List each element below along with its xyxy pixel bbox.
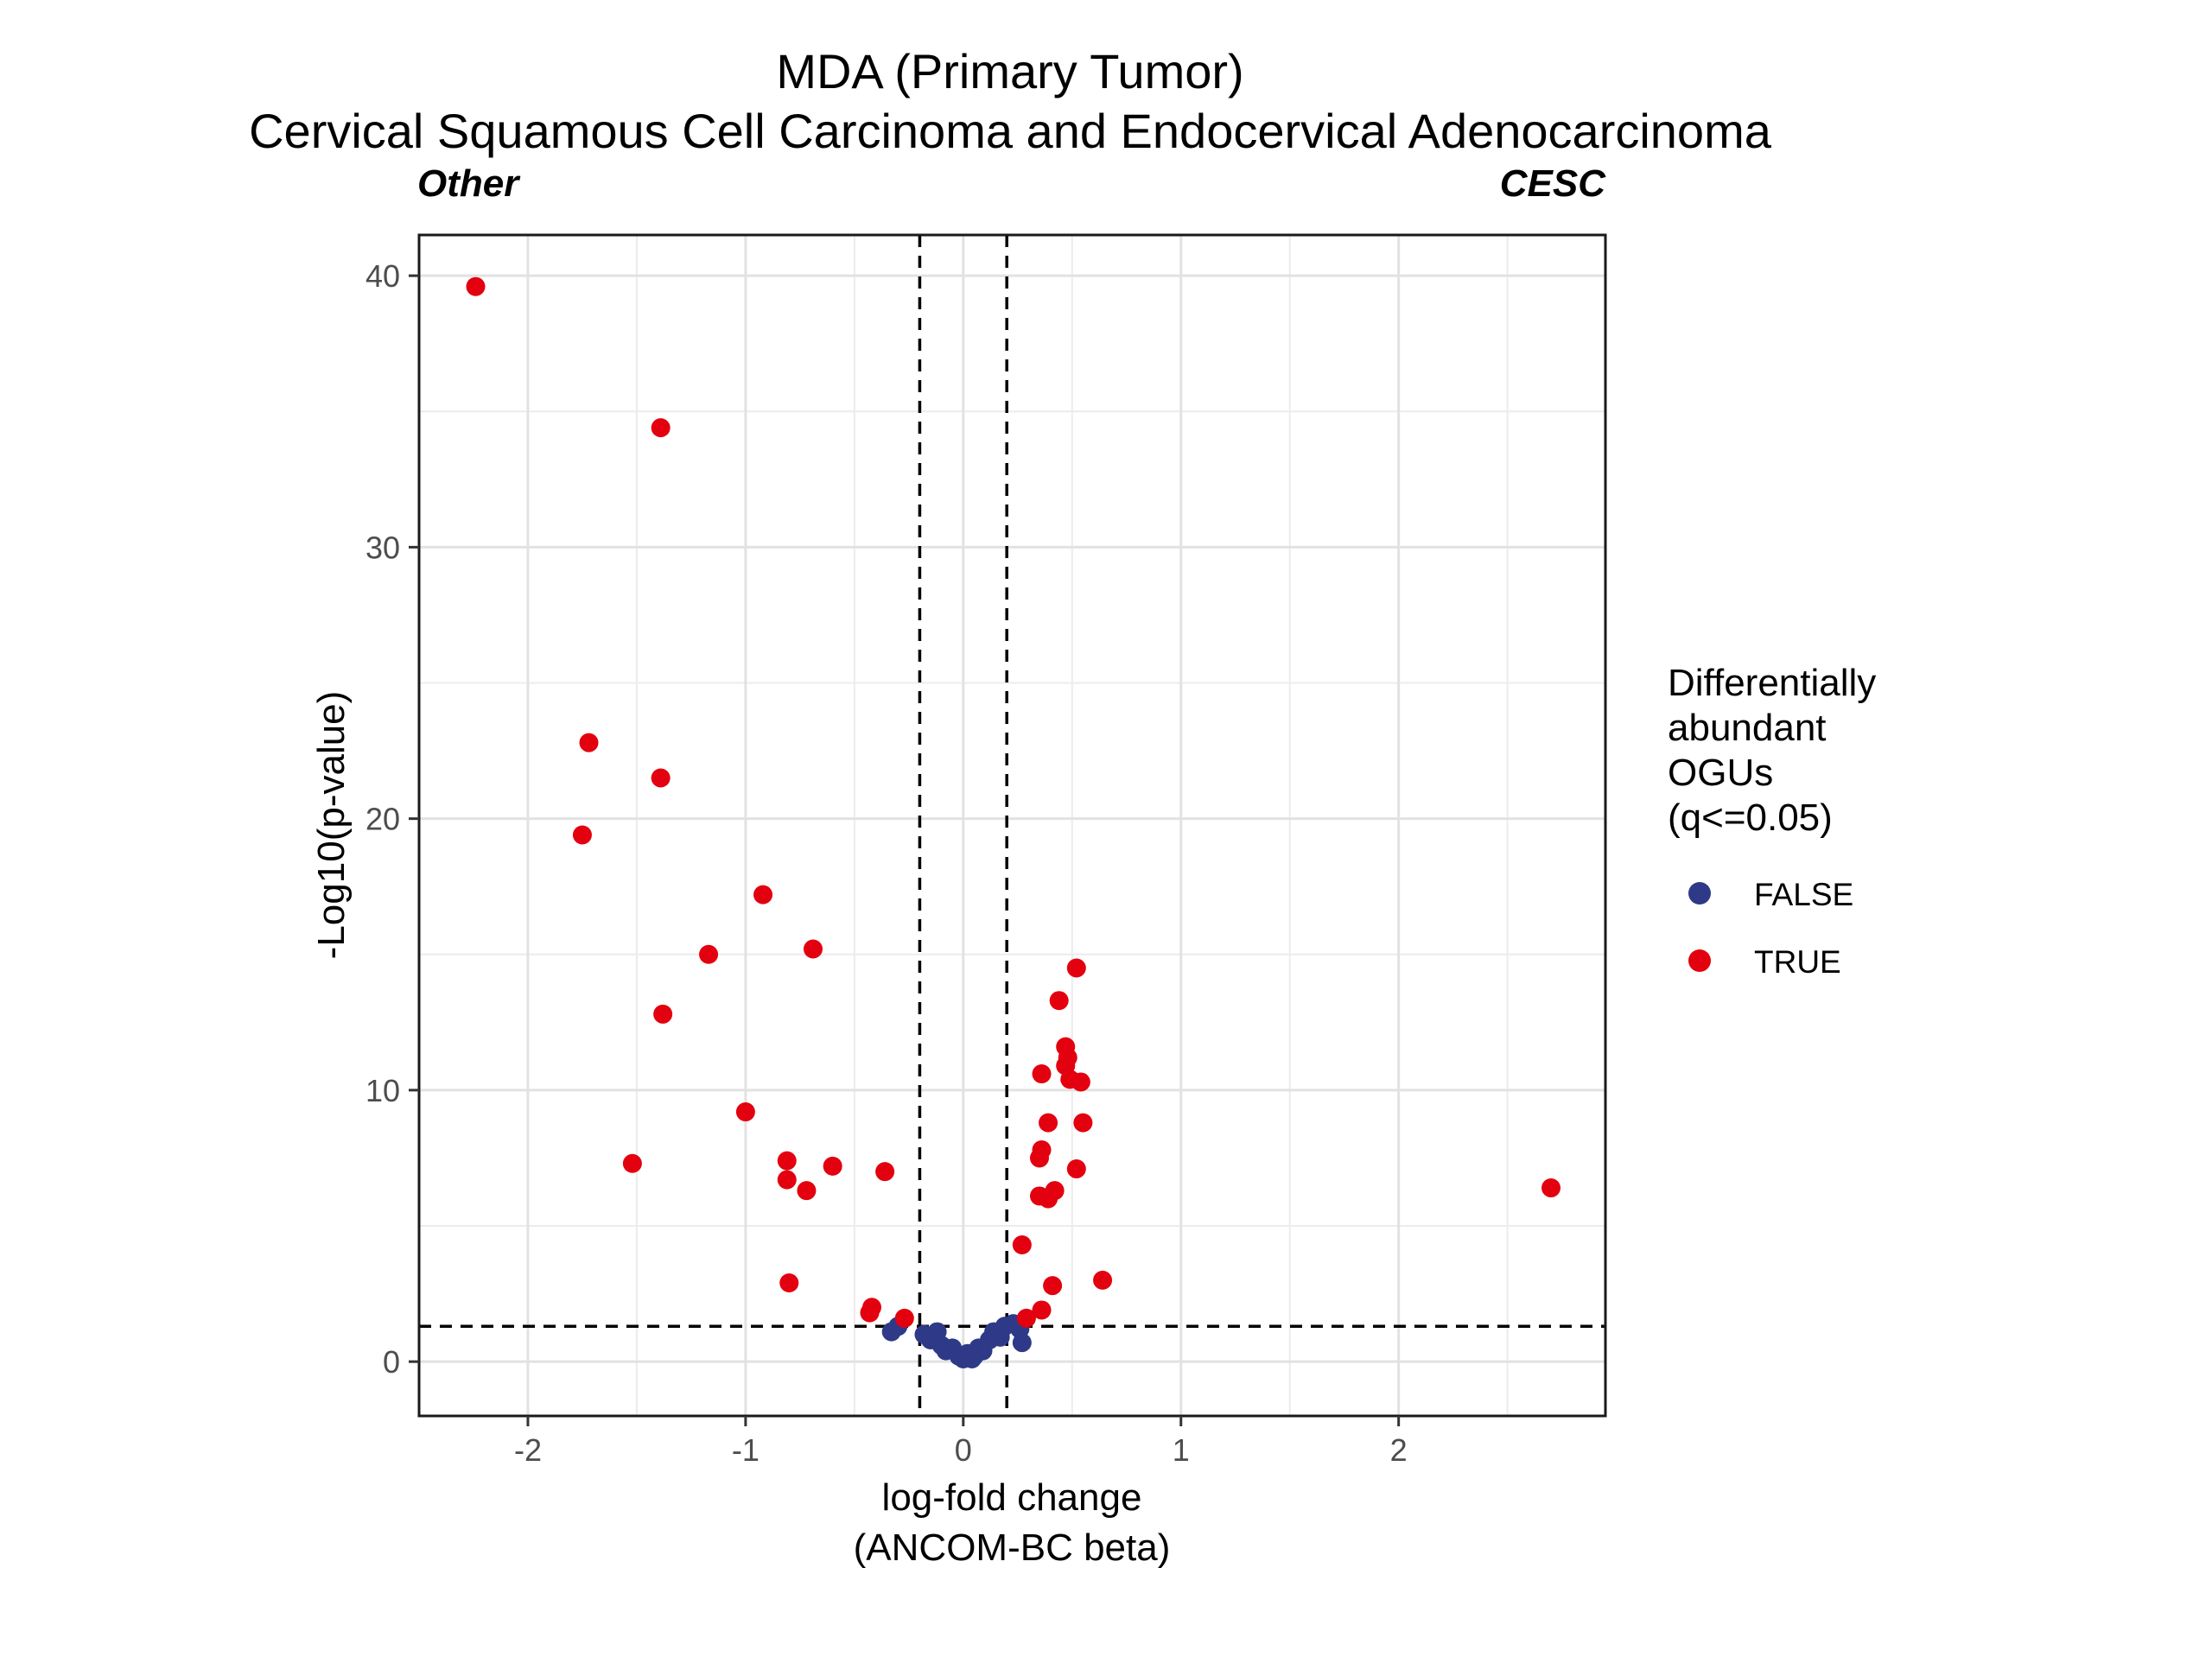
data-point-true xyxy=(579,733,599,752)
data-point-false xyxy=(962,1349,982,1369)
data-point-true xyxy=(1073,1113,1093,1133)
legend-title-line-2: abundant xyxy=(1668,707,1827,749)
data-point-true xyxy=(651,418,671,438)
y-tick-label: 10 xyxy=(365,1073,400,1108)
data-point-true xyxy=(1071,1072,1090,1092)
x-tick-label: 1 xyxy=(1173,1432,1190,1468)
data-point-true xyxy=(823,1156,842,1176)
data-point-true xyxy=(699,944,719,964)
chart-title: MDA (Primary Tumor) xyxy=(776,44,1243,98)
data-point-true xyxy=(1066,958,1086,978)
data-point-true xyxy=(653,1004,673,1024)
data-point-true xyxy=(779,1273,799,1293)
data-point-true xyxy=(1029,1148,1049,1168)
data-point-true xyxy=(1012,1235,1032,1255)
data-point-true xyxy=(735,1102,755,1122)
data-point-true xyxy=(622,1153,642,1173)
data-point-true xyxy=(860,1303,880,1323)
x-tick-label: -1 xyxy=(732,1432,760,1468)
data-point-true xyxy=(1039,1113,1058,1133)
panel-border xyxy=(417,233,1607,1418)
y-tick-label: 40 xyxy=(365,258,400,294)
annotation-right: CESC xyxy=(1500,162,1606,205)
data-point-true xyxy=(1016,1308,1036,1328)
data-point-true xyxy=(572,825,592,845)
y-tick-label: 20 xyxy=(365,802,400,837)
data-point-true xyxy=(466,276,486,296)
data-point-true xyxy=(1043,1276,1063,1296)
reference-lines xyxy=(419,235,1605,1416)
x-tick-label: 2 xyxy=(1390,1432,1408,1468)
data-point-true xyxy=(1541,1178,1561,1198)
y-tick-label: 30 xyxy=(365,530,400,565)
chart-subtitle: Cervical Squamous Cell Carcinoma and End… xyxy=(249,104,1772,158)
data-point-true xyxy=(777,1151,797,1171)
data-points xyxy=(466,276,1561,1369)
grid-lines xyxy=(419,235,1605,1416)
data-point-true xyxy=(777,1170,797,1190)
annotation-left: Other xyxy=(417,162,521,205)
legend-title-line-4: (q<=0.05) xyxy=(1668,797,1833,839)
x-tick-label: 0 xyxy=(955,1432,972,1468)
data-point-true xyxy=(1032,1300,1052,1320)
y-tick-label: 0 xyxy=(383,1344,400,1380)
data-point-true xyxy=(651,768,671,788)
x-axis-label: log-fold change xyxy=(882,1476,1142,1519)
data-point-true xyxy=(1039,1189,1058,1209)
data-point-false xyxy=(990,1327,1010,1347)
x-axis-label-2: (ANCOM-BC beta) xyxy=(854,1527,1171,1569)
data-point-true xyxy=(1066,1159,1086,1179)
data-point-true xyxy=(753,885,773,904)
x-tick-label: -2 xyxy=(514,1432,542,1468)
data-point-true xyxy=(803,939,823,959)
data-point-true xyxy=(875,1162,895,1182)
legend-title-line-1: Differentially xyxy=(1668,662,1876,704)
data-point-true xyxy=(894,1308,914,1328)
legend-title-line-3: OGUs xyxy=(1668,752,1773,794)
data-point-true xyxy=(1032,1064,1052,1084)
data-point-true xyxy=(1049,991,1069,1011)
y-axis-label: -Log10(p-value) xyxy=(310,691,353,960)
legend-key-true xyxy=(1688,949,1711,972)
data-point-true xyxy=(797,1181,817,1201)
legend-label-true: TRUE xyxy=(1754,944,1841,980)
legend-label-false: FALSE xyxy=(1754,877,1853,912)
data-point-false xyxy=(1012,1333,1032,1353)
legend-key-false xyxy=(1688,882,1711,904)
legend: Differentially abundant OGUs (q<=0.05) F… xyxy=(1668,662,1876,980)
data-point-true xyxy=(1093,1270,1113,1290)
